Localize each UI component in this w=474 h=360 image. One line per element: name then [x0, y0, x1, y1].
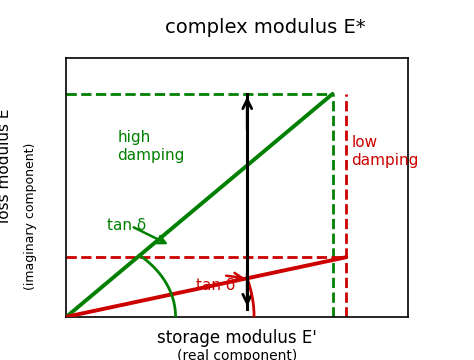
Text: tan δ: tan δ	[196, 278, 235, 293]
Text: complex modulus E*: complex modulus E*	[165, 18, 366, 37]
Text: high
damping: high damping	[118, 130, 185, 163]
Text: tan δ: tan δ	[107, 218, 146, 233]
Text: low
damping: low damping	[351, 135, 419, 168]
Text: (real component): (real component)	[177, 350, 297, 360]
Text: loss modulus E'': loss modulus E''	[0, 100, 12, 224]
Text: storage modulus E': storage modulus E'	[157, 329, 317, 347]
Text: (imaginary component): (imaginary component)	[24, 142, 37, 290]
